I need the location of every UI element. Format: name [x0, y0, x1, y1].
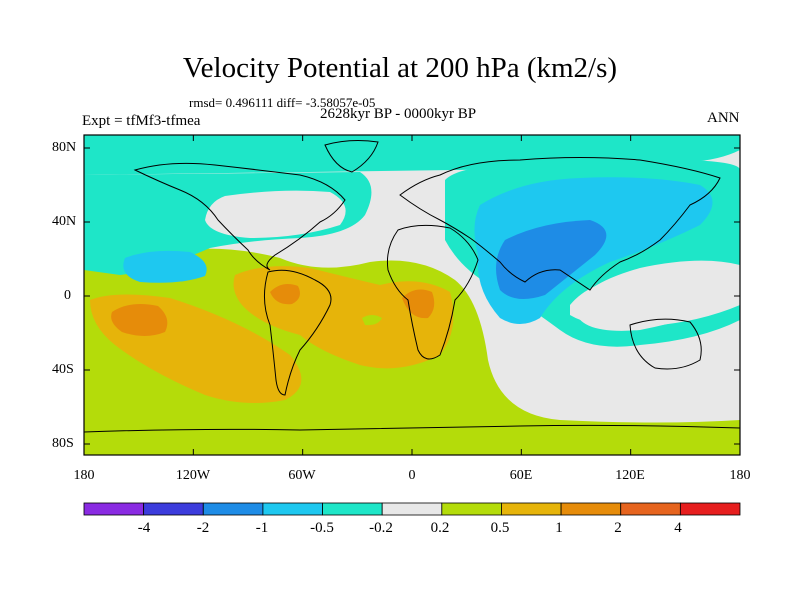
colorbar-swatch [679, 502, 741, 516]
colorbar-label: -1 [255, 520, 269, 536]
coast-south-america [264, 269, 332, 396]
colorbar-label: 0.2 [430, 520, 450, 536]
lat-label-80s: 80S [52, 436, 74, 451]
colorbar-label: 2 [614, 520, 622, 536]
lon-label-120e: 120E [615, 468, 645, 483]
colorbar-label: 1 [555, 520, 563, 536]
colorbar-label: -4 [137, 520, 151, 536]
lat-label-40n: 40N [52, 214, 77, 229]
colorbar-swatch [560, 502, 622, 516]
axis-ticks [83, 135, 741, 455]
lon-label-0: 0 [408, 468, 416, 483]
coast-eurasia [399, 157, 721, 291]
colorbar-swatch [381, 502, 443, 516]
field-orange-amazon [270, 284, 300, 305]
colorbar-label: -0.2 [369, 520, 393, 536]
lon-label-180w: 180 [73, 468, 95, 483]
lat-label-40s: 40S [52, 362, 74, 377]
coastlines [84, 140, 740, 433]
experiment-label: Expt = tfMf3-tfmea [82, 113, 201, 129]
colorbar-swatch [441, 502, 502, 516]
colorbar-swatch [262, 502, 323, 516]
coast-australia [629, 318, 702, 370]
season-label: ANN [707, 110, 740, 126]
chart-title: Velocity Potential at 200 hPa (km2/s) [182, 52, 618, 84]
lat-label-80n: 80N [52, 140, 77, 155]
lon-label-180e: 180 [729, 468, 751, 483]
colorbar-label: -0.5 [310, 520, 334, 536]
lon-label-120w: 120W [175, 468, 211, 483]
coast-north-america [133, 162, 346, 271]
colorbar [83, 502, 741, 516]
field-cyan-pacific [123, 250, 207, 283]
colorbar-swatch [620, 502, 681, 516]
field-lime-hole [362, 315, 382, 326]
lon-label-60e: 60E [509, 468, 533, 483]
field-blue-core [496, 220, 607, 299]
colorbar-swatch [322, 502, 383, 516]
field-white-pacific [205, 190, 346, 238]
lat-label-0: 0 [64, 288, 71, 303]
coast-greenland [324, 140, 379, 173]
colorbar-label: 4 [674, 520, 682, 536]
colorbar-swatch [501, 502, 562, 516]
colorbar-swatch [202, 502, 264, 516]
colorbar-label: -2 [196, 520, 210, 536]
colorbar-swatch [143, 502, 204, 516]
time-period: 2628kyr BP - 0000kyr BP [320, 106, 477, 122]
colorbar-label: 0.5 [490, 520, 510, 536]
field-white-maritime [570, 273, 740, 327]
lon-label-60w: 60W [288, 468, 316, 483]
contour-field [84, 135, 740, 455]
coast-africa [387, 224, 479, 360]
field-orange-pacific [111, 304, 168, 336]
rmsd-diff-stats: rmsd= 0.496111 diff= -3.58057e-05 [189, 95, 376, 110]
colorbar-swatch [83, 502, 145, 516]
coast-antarctica [84, 424, 740, 433]
